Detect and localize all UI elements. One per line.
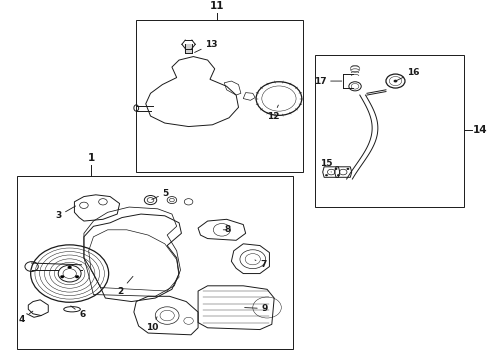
Circle shape xyxy=(68,266,71,269)
Text: 17: 17 xyxy=(313,77,341,86)
Text: 2: 2 xyxy=(117,276,133,296)
Circle shape xyxy=(334,168,337,170)
Text: 1: 1 xyxy=(87,153,95,163)
Circle shape xyxy=(393,80,397,82)
Text: 6: 6 xyxy=(71,306,85,319)
Circle shape xyxy=(75,275,79,278)
Text: 7: 7 xyxy=(254,260,266,269)
Text: 12: 12 xyxy=(266,105,279,121)
Text: 10: 10 xyxy=(145,317,158,332)
Text: 14: 14 xyxy=(472,125,487,135)
Circle shape xyxy=(336,174,339,176)
Circle shape xyxy=(325,174,327,176)
Text: 3: 3 xyxy=(55,206,76,220)
Circle shape xyxy=(346,168,348,170)
Text: 13: 13 xyxy=(194,40,217,53)
Text: 8: 8 xyxy=(223,225,230,234)
Bar xyxy=(314,55,464,207)
Text: 9: 9 xyxy=(244,304,267,313)
Text: 5: 5 xyxy=(151,189,168,199)
Bar xyxy=(17,176,293,349)
Text: 15: 15 xyxy=(320,159,332,172)
Text: 16: 16 xyxy=(396,68,419,80)
Circle shape xyxy=(60,275,64,278)
Bar xyxy=(136,20,302,172)
Circle shape xyxy=(58,265,81,282)
Text: 4: 4 xyxy=(19,311,33,324)
Text: 11: 11 xyxy=(209,1,224,11)
